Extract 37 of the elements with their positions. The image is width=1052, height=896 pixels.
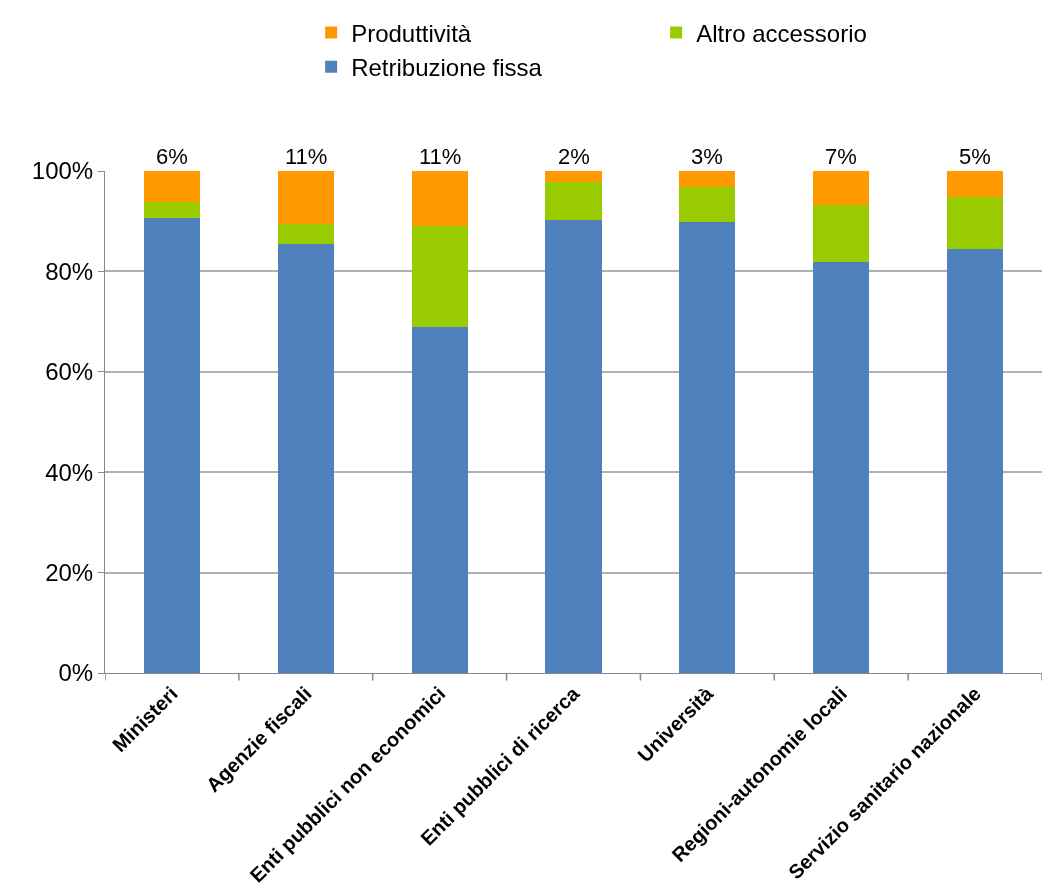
- y-tick-label: 60%: [45, 358, 94, 386]
- bar: [411, 327, 468, 673]
- bar: [679, 171, 736, 188]
- bar: [946, 196, 1004, 250]
- data-label: 5%: [959, 144, 991, 169]
- y-tick-label: 0%: [58, 659, 94, 687]
- bar: [946, 171, 1004, 197]
- data-label: 6%: [156, 144, 188, 169]
- bar: [143, 218, 201, 673]
- y-tick-label: 100%: [31, 157, 94, 185]
- bar: [143, 171, 201, 203]
- legend-label: Produttività: [351, 19, 472, 47]
- bar: [277, 223, 334, 245]
- data-label: 11%: [285, 144, 328, 169]
- bar: [411, 171, 468, 226]
- y-tick-label: 80%: [45, 257, 94, 285]
- y-tick-label: 20%: [45, 559, 94, 586]
- data-label: 3%: [691, 144, 723, 169]
- bar: [545, 181, 602, 221]
- bar: [277, 244, 334, 673]
- bar: [545, 220, 602, 673]
- bar: [679, 187, 736, 223]
- data-label: 2%: [558, 144, 590, 169]
- data-label: 7%: [825, 144, 857, 169]
- bar: [143, 202, 201, 219]
- legend-label: Retribuzione fissa: [351, 54, 543, 82]
- bar: [545, 171, 602, 182]
- bar: [813, 171, 870, 206]
- bar: [277, 171, 334, 224]
- data-label: 11%: [419, 144, 462, 169]
- bar: [679, 222, 736, 673]
- bar: [411, 225, 468, 328]
- y-tick-label: 40%: [45, 458, 94, 486]
- legend-label: Altro accessorio: [696, 19, 867, 47]
- bar: [813, 205, 870, 263]
- bar: [813, 262, 870, 673]
- bar: [946, 249, 1004, 673]
